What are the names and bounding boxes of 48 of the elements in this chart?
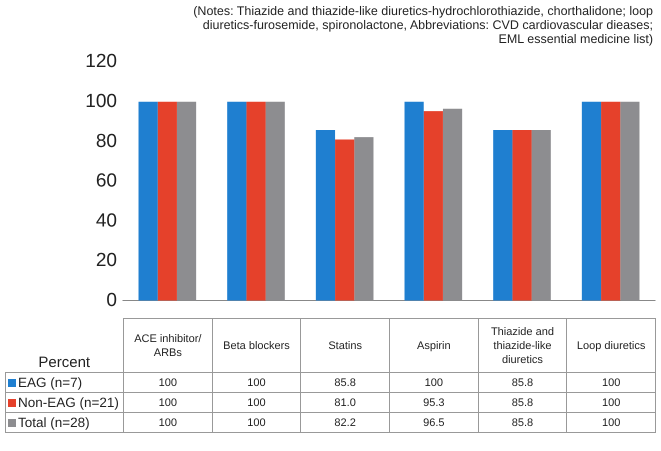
data-label: 100 [212,372,301,392]
data-label: 85.8 [478,372,567,392]
bar [424,111,443,301]
bar [404,102,424,301]
x-tick-label: Thiazide and thiazide-like diuretics [478,318,567,372]
data-label: 100 [566,372,656,392]
legend-label: Total (n=28) [18,415,90,430]
y-axis-title: Percent [37,353,92,372]
y-tick-label: 0 [106,290,117,311]
y-tick-label: 60 [96,170,117,192]
bar [493,130,512,301]
text: (Notes: Thiazide and thiazide-like diuretics-hydrochlorothiazide, chorthalidone; loop diuretics-furosemide, spironolactone, Abbreviations: CVD cardiovascular dieases; EML essential medicine list) [192,4,653,46]
legend-label: Non-EAG (n=21) [18,395,119,410]
data-label: 100 [566,392,656,412]
data-label: 81.0 [300,392,390,412]
bar [601,102,620,301]
data-label: 95.3 [389,392,478,412]
data-label: 85.8 [478,412,567,432]
x-tick-label: ACE inhibitor/ ARBs [124,318,212,372]
data-label: 100 [389,372,478,392]
data-label: 96.5 [389,412,478,432]
data-label: 85.8 [300,372,390,392]
x-tick-label: Statins [300,318,390,372]
bar [138,102,158,301]
bar [512,130,532,301]
data-label: 82.2 [300,412,390,432]
data-label: 100 [124,372,212,392]
data-label: 100 [212,392,301,412]
data-label: 100 [212,412,301,432]
data-label: 85.8 [478,392,567,412]
data-label: 100 [566,412,656,432]
bar [246,102,266,301]
bar [582,102,602,301]
y-tick-label: 40 [96,210,117,232]
data-label: 100 [124,392,212,412]
data-label: 100 [124,412,212,432]
y-tick-label: 80 [96,130,117,152]
bar [227,102,246,301]
y-tick-label: 20 [96,250,117,272]
y-tick-label: 100 [85,91,117,112]
x-tick-label: Beta blockers [212,318,301,372]
bar [316,130,336,301]
x-tick-label: Loop diuretics [566,318,656,372]
x-tick-label: Aspirin [389,318,478,372]
bar [158,102,177,301]
legend-label: EAG (n=7) [18,375,82,390]
bar [335,140,354,301]
y-tick-label: 120 [85,51,117,72]
